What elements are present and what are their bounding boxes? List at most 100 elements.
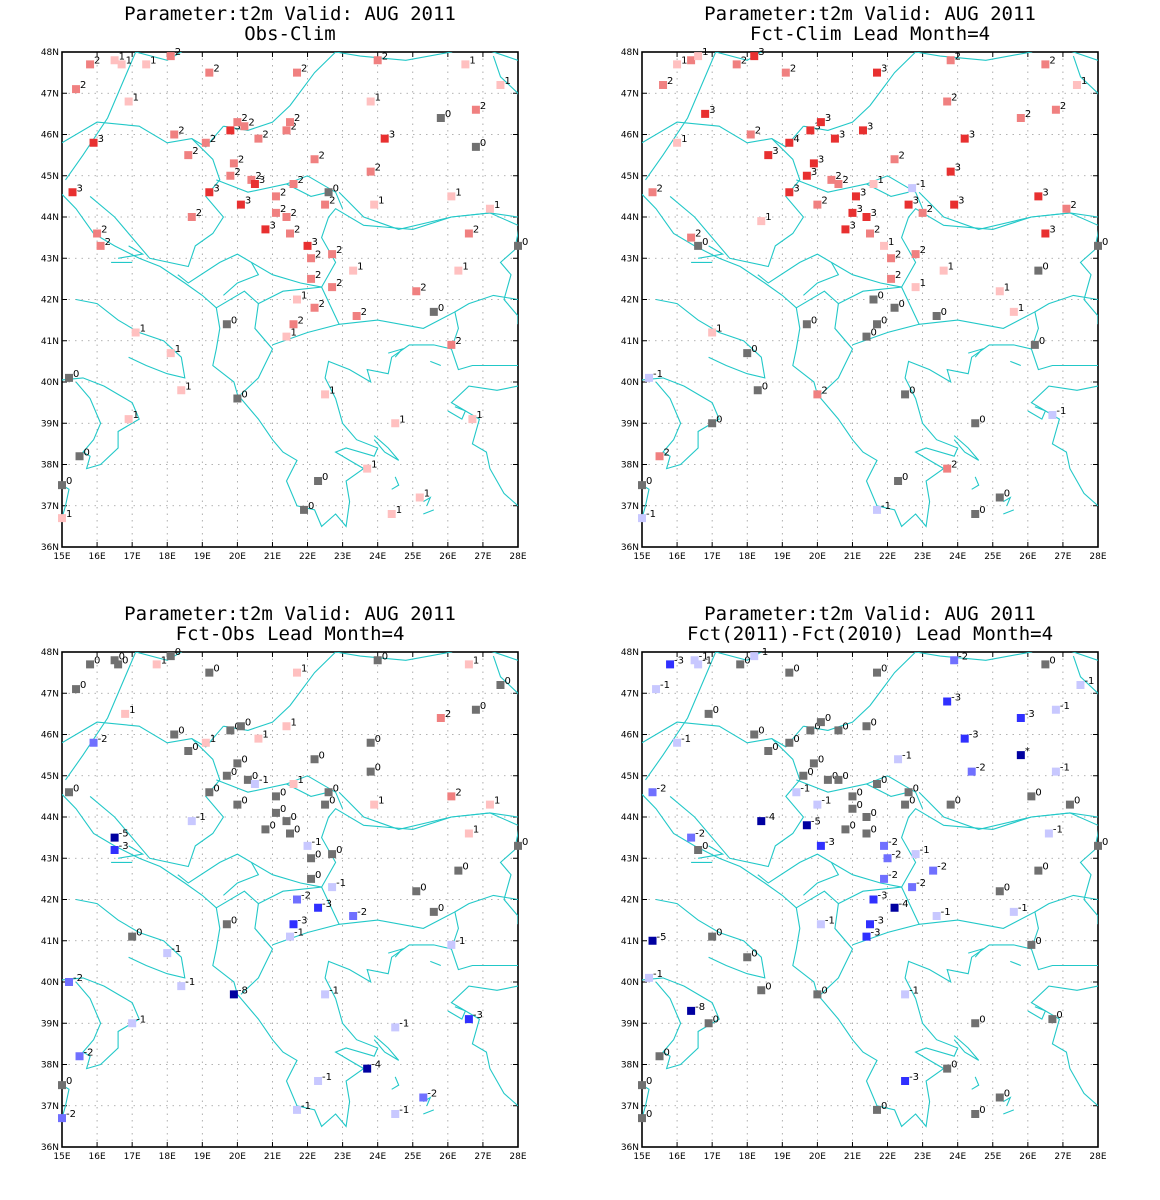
station-marker [873,780,882,788]
station-marker [1034,266,1043,275]
station-marker [366,767,375,776]
station-marker [1051,105,1060,114]
station-marker [387,510,396,518]
station-value-label: 0 [315,849,321,860]
station-value-label: 2 [262,130,268,141]
station-marker [328,250,337,259]
station-marker [236,200,245,209]
station-marker [58,514,66,523]
y-tick-label: 47N [41,89,59,99]
coastline [1027,406,1047,420]
coastline [968,947,984,958]
station-value-label: 0 [329,796,335,807]
coastline [423,1109,435,1115]
x-tick-label: 16E [669,552,686,562]
station-marker [233,394,242,403]
coastline [75,298,186,379]
station-marker [72,85,81,94]
station-marker [496,81,505,89]
station-value-label: 0 [1004,489,1010,500]
station-value-label: 0 [807,767,813,778]
station-marker [673,60,682,69]
station-value-label: 0 [664,1047,670,1058]
x-tick-label: 19E [774,552,791,562]
station-value-label: 3 [772,146,778,157]
y-tick-label: 36N [621,543,639,553]
y-tick-label: 43N [621,254,639,264]
coastline [335,652,518,661]
coastline [223,652,336,731]
y-tick-label: 46N [621,131,639,141]
station-marker [708,932,717,941]
station-value-label: 2 [1060,101,1066,112]
y-tick-label: 41N [41,337,59,347]
station-marker [873,668,882,677]
station-value-label: 1 [702,47,708,58]
station-value-label: -1 [322,1072,332,1083]
station-marker [1009,307,1018,316]
station-value-label: 3 [98,134,104,145]
station-value-label: -1 [1060,763,1070,774]
y-tick-label: 43N [41,854,59,864]
map-frame: 15E 16E 17E 18E 19E 20E 21E 22E 23E 24E 25E 26E 27E 2… [41,48,527,562]
coastline [1072,655,1098,696]
coastline [698,245,725,259]
coastline [1030,985,1098,1107]
station-marker [485,800,494,809]
station-marker [869,295,878,304]
station-value-label: 1 [1081,76,1087,87]
station-marker [834,726,843,735]
station-value-label: 3 [389,130,395,141]
station-marker [869,180,878,188]
coastline [216,890,274,995]
station-marker [366,167,375,176]
station-value-label: 0 [979,414,985,425]
coastline [258,886,340,946]
station-marker [307,854,316,863]
map-plot: 15E 16E 17E 18E 19E 20E 21E 22E 23E 24E 25E 26E 27E 2… [621,647,1109,1162]
station-marker [303,841,312,850]
station-value-label: -1 [881,501,891,512]
station-marker [743,953,752,962]
panel-title: Parameter:t2m Valid: AUG 2011 [124,3,456,25]
coastline [796,890,854,995]
station-marker [324,188,333,197]
coastline [62,121,225,268]
station-marker [75,1052,84,1061]
x-tick-label: 20E [809,1152,826,1162]
coastline [216,290,274,395]
station-value-label: 1 [424,489,430,500]
station-marker [142,60,151,69]
station-value-label: 0 [213,783,219,794]
coastline [492,655,518,696]
coastline [430,960,442,967]
station-marker [89,138,98,147]
station-value-label: 3 [245,196,251,207]
station-value-label: 0 [870,328,876,339]
y-tick-label: 37N [621,1102,639,1112]
station-marker [638,1081,646,1090]
station-value-label: 0 [333,783,339,794]
y-tick-label: 40N [621,978,639,988]
coastline [258,286,340,346]
x-tick-label: 25E [984,1152,1001,1162]
station-marker [282,126,291,135]
station-marker [310,155,319,164]
panel-fct-diff: Parameter:t2m Valid: AUG 2011 Fct(2011)-… [580,600,1160,1200]
station-marker [946,167,955,176]
coastline [1079,229,1098,325]
station-value-label: 2 [790,64,796,75]
coastline [771,125,804,148]
station-value-label: 0 [1042,262,1048,273]
station-marker [946,800,955,809]
station-marker [229,990,238,999]
station-marker [746,130,755,139]
y-tick-label: 45N [41,772,59,782]
station-value-label: 2 [248,117,254,128]
station-marker [862,829,871,838]
station-marker [862,213,871,221]
station-marker [694,52,703,61]
station-marker [971,1019,980,1028]
station-value-label: -1 [171,944,181,955]
station-value-label: 2 [234,167,240,178]
